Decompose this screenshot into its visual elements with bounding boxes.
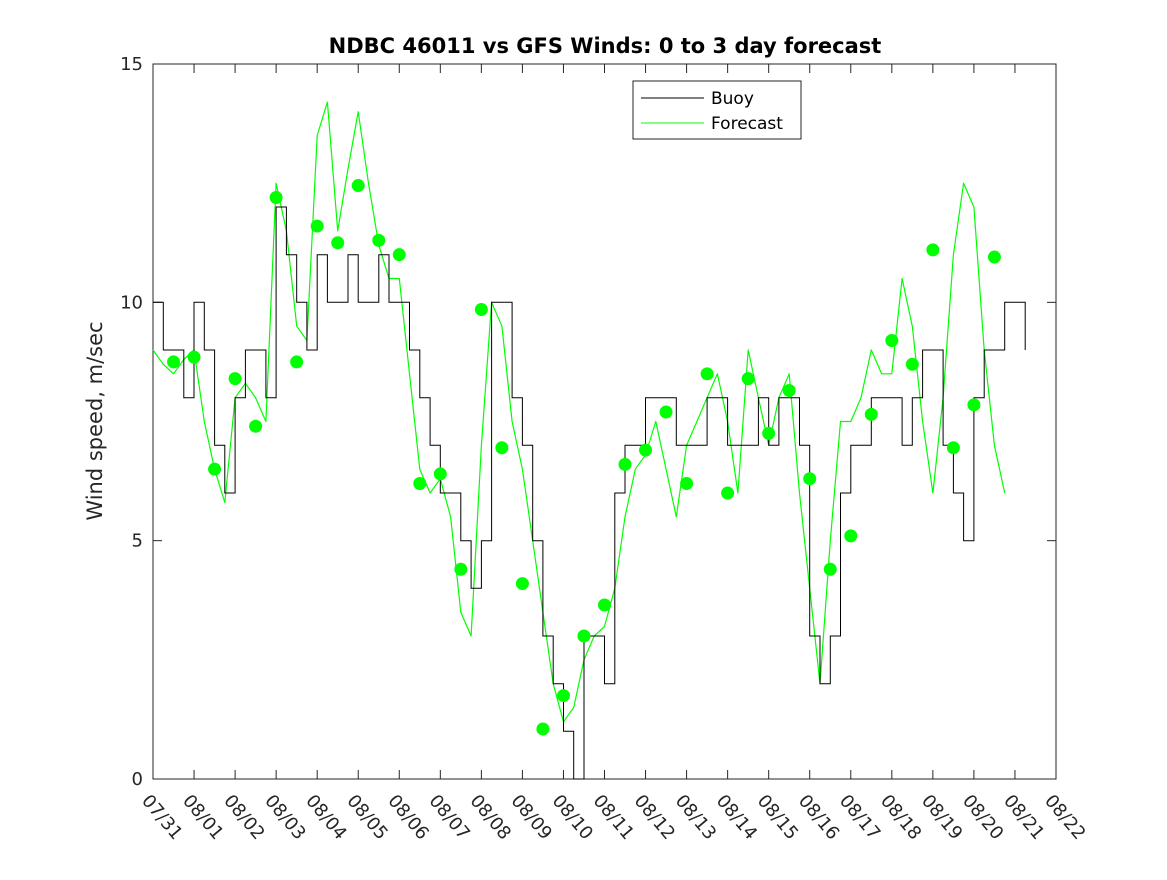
y-tick-label: 10: [120, 292, 143, 313]
forecast-marker-point: [741, 372, 755, 386]
legend: Buoy Forecast: [632, 80, 802, 140]
forecast-marker-point: [987, 250, 1001, 264]
forecast-marker-point: [331, 236, 345, 250]
forecast-marker-point: [454, 562, 468, 576]
forecast-marker-point: [310, 219, 324, 233]
forecast-marker-point: [515, 577, 529, 591]
forecast-marker-point: [700, 367, 714, 381]
y-tick-label: 15: [120, 54, 143, 75]
chart-title: NDBC 46011 vs GFS Winds: 0 to 3 day fore…: [329, 34, 882, 58]
forecast-marker-point: [721, 486, 735, 500]
forecast-marker-point: [946, 441, 960, 455]
forecast-marker-point: [208, 462, 222, 476]
series-buoy-line: [153, 206, 1026, 780]
forecast-marker-point: [864, 407, 878, 421]
forecast-marker-point: [844, 529, 858, 543]
forecast-marker-point: [577, 629, 591, 643]
forecast-marker-point: [556, 689, 570, 703]
forecast-marker-point: [967, 398, 981, 412]
forecast-marker-point: [249, 419, 263, 433]
forecast-marker-point: [823, 562, 837, 576]
forecast-marker-point: [474, 302, 488, 316]
forecast-marker-point: [926, 243, 940, 257]
forecast-marker-point: [639, 443, 653, 457]
forecast-marker-point: [433, 467, 447, 481]
forecast-marker-point: [290, 355, 304, 369]
forecast-marker-point: [803, 472, 817, 486]
series-forecast-line: [152, 101, 1006, 723]
forecast-marker-point: [618, 457, 632, 471]
forecast-marker-point: [680, 476, 694, 490]
forecast-marker-point: [885, 333, 899, 347]
forecast-marker-point: [167, 355, 181, 369]
forecast-marker-point: [782, 384, 796, 398]
forecast-marker-point: [413, 476, 427, 490]
forecast-marker-point: [228, 372, 242, 386]
forecast-marker-point: [187, 350, 201, 364]
forecast-marker-point: [536, 722, 550, 736]
forecast-marker-point: [659, 405, 673, 419]
forecast-marker-point: [762, 426, 776, 440]
forecast-marker-point: [269, 190, 283, 204]
y-axis-label: Wind speed, m/sec: [83, 321, 107, 520]
forecast-marker-point: [598, 598, 611, 612]
y-tick-label: 0: [132, 769, 143, 790]
forecast-marker-point: [372, 233, 386, 247]
forecast-marker-point: [495, 441, 509, 455]
legend-box: [632, 80, 802, 140]
legend-label-buoy: Buoy: [711, 89, 754, 109]
legend-label-forecast: Forecast: [711, 114, 783, 134]
y-tick-label: 5: [132, 531, 143, 552]
forecast-marker-point: [351, 179, 365, 193]
forecast-marker-point: [392, 248, 406, 262]
forecast-marker-point: [905, 357, 919, 371]
